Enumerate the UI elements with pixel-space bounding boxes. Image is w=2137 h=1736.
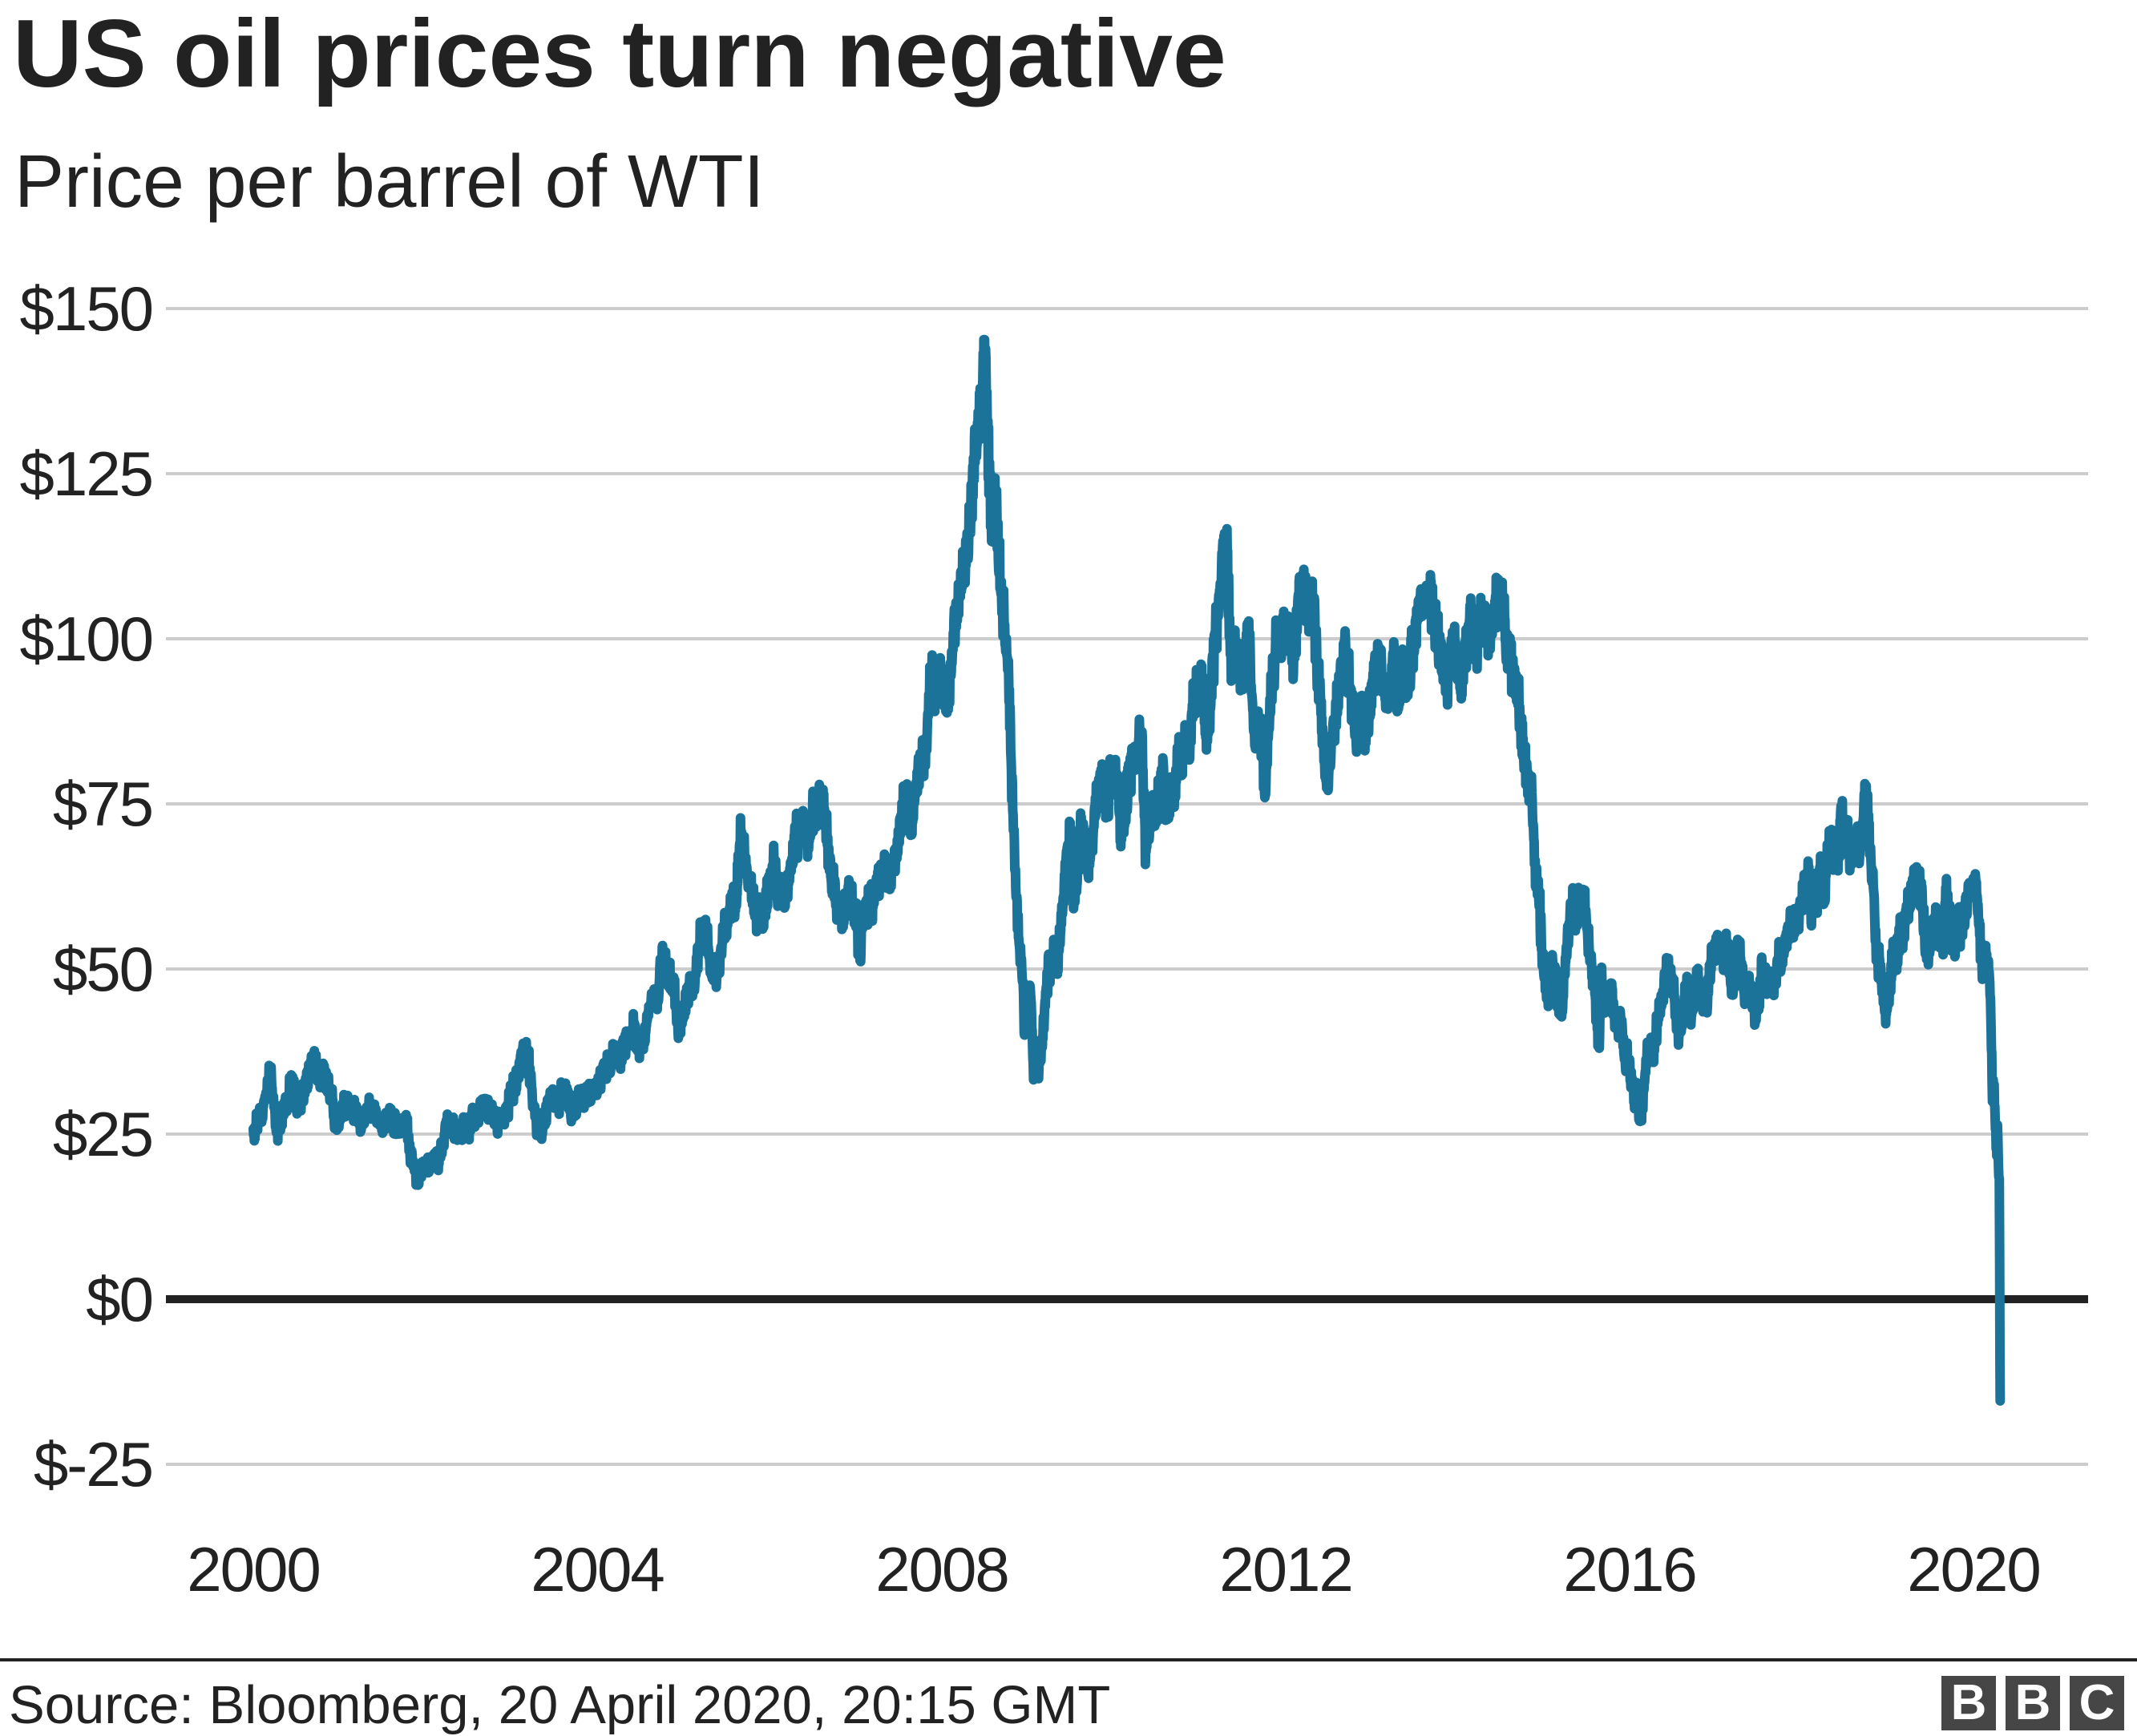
svg-text:2000: 2000 (187, 1534, 320, 1605)
svg-text:2004: 2004 (531, 1534, 664, 1605)
svg-text:$125: $125 (19, 438, 152, 509)
svg-text:$-25: $-25 (34, 1429, 152, 1500)
svg-text:2008: 2008 (875, 1534, 1008, 1605)
svg-text:$75: $75 (53, 769, 152, 839)
svg-text:2016: 2016 (1563, 1534, 1696, 1605)
svg-text:$100: $100 (19, 604, 152, 674)
svg-text:2020: 2020 (1907, 1534, 2040, 1605)
svg-text:$150: $150 (19, 273, 152, 344)
svg-text:$50: $50 (53, 934, 152, 1004)
svg-text:$25: $25 (53, 1099, 152, 1169)
svg-text:$0: $0 (86, 1264, 152, 1334)
svg-text:2012: 2012 (1219, 1534, 1352, 1605)
